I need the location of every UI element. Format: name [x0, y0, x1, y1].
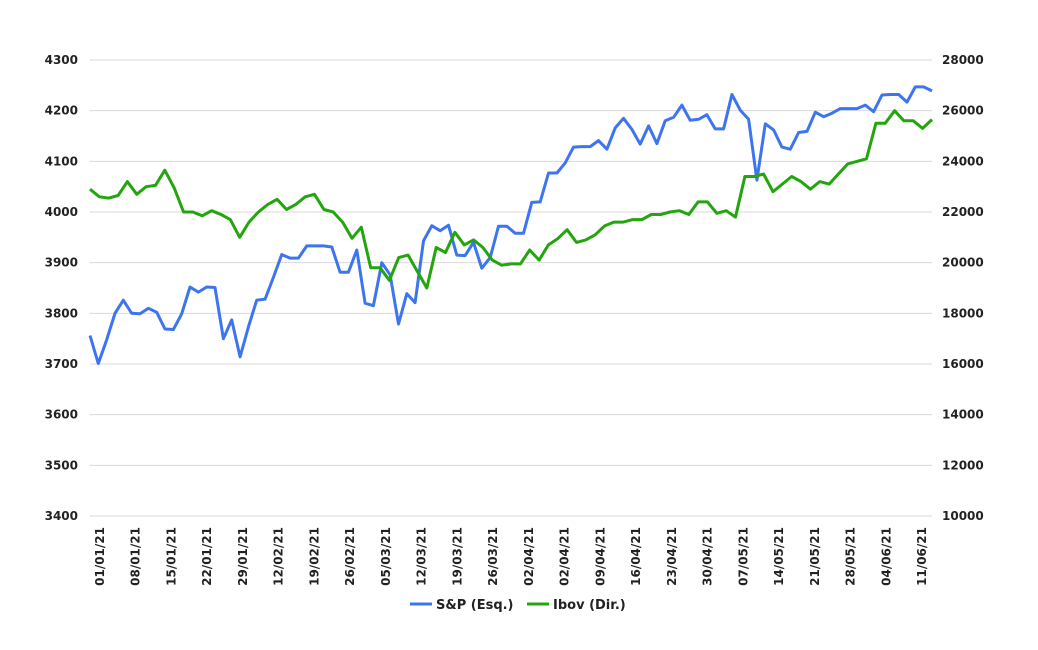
legend-label-ibov: Ibov (Dir.) [553, 598, 626, 613]
left-tick-label: 3700 [45, 357, 78, 371]
x-tick-label: 15/01/21 [164, 527, 178, 586]
x-tick-label: 19/03/21 [450, 527, 464, 586]
x-tick-label: 09/04/21 [593, 527, 607, 586]
left-tick-label: 4300 [45, 53, 78, 67]
x-tick-label: 02/04/21 [522, 527, 536, 586]
left-tick-label: 3900 [45, 256, 78, 270]
ibov-series-line [89, 109, 934, 290]
x-tick-label: 01/01/21 [93, 527, 107, 586]
left-tick-label: 4000 [45, 205, 78, 219]
right-tick-label: 28000 [942, 53, 984, 67]
x-tick-label: 28/05/21 [844, 527, 858, 586]
x-tick-label: 16/04/21 [629, 527, 643, 586]
right-tick-label: 26000 [942, 104, 984, 118]
x-tick-label: 23/04/21 [665, 527, 679, 586]
right-tick-label: 20000 [942, 256, 984, 270]
x-tick-label: 02/04/21 [558, 527, 572, 586]
right-tick-label: 16000 [942, 357, 984, 371]
right-tick-label: 24000 [942, 154, 984, 168]
x-tick-label: 21/05/21 [808, 527, 822, 586]
left-tick-label: 3600 [45, 408, 78, 422]
x-tick-label: 26/02/21 [343, 527, 357, 586]
x-tick-label: 12/03/21 [415, 527, 429, 586]
right-tick-label: 10000 [942, 509, 984, 523]
right-tick-label: 12000 [942, 458, 984, 472]
x-tick-label: 29/01/21 [236, 527, 250, 586]
left-y-axis: 3400 3500 3600 3700 3800 3900 4000 4100 4200 4300 [45, 53, 78, 523]
x-tick-label: 05/03/21 [379, 527, 393, 586]
right-tick-label: 14000 [942, 408, 984, 422]
x-tick-label: 14/05/21 [772, 527, 786, 586]
right-tick-label: 18000 [942, 306, 984, 320]
x-tick-label: 08/01/21 [129, 527, 143, 586]
x-tick-label: 07/05/21 [736, 527, 750, 586]
sp-series-line [88, 85, 933, 365]
legend: S&P (Esq.) Ibov (Dir.) [410, 598, 626, 613]
x-tick-label: 04/06/21 [879, 527, 893, 586]
left-tick-label: 3800 [45, 306, 78, 320]
x-tick-label: 22/01/21 [200, 527, 214, 586]
x-tick-label: 26/03/21 [486, 527, 500, 586]
x-tick-label: 12/02/21 [272, 527, 286, 586]
left-tick-label: 4100 [45, 154, 78, 168]
right-y-axis: 10000 12000 14000 16000 18000 20000 22000 24000… [942, 53, 984, 523]
x-axis: 01/01/21 08/01/21 15/01/21 22/01/21 29/01/21… [93, 527, 929, 586]
right-tick-label: 22000 [942, 205, 984, 219]
left-tick-label: 3400 [45, 509, 78, 523]
series-lines [88, 85, 934, 365]
x-tick-label: 30/04/21 [701, 527, 715, 586]
left-tick-label: 4200 [45, 104, 78, 118]
x-tick-label: 19/02/21 [307, 527, 321, 586]
x-tick-label: 11/06/21 [915, 527, 929, 586]
left-tick-label: 3500 [45, 458, 78, 472]
legend-label-sp: S&P (Esq.) [436, 598, 514, 613]
